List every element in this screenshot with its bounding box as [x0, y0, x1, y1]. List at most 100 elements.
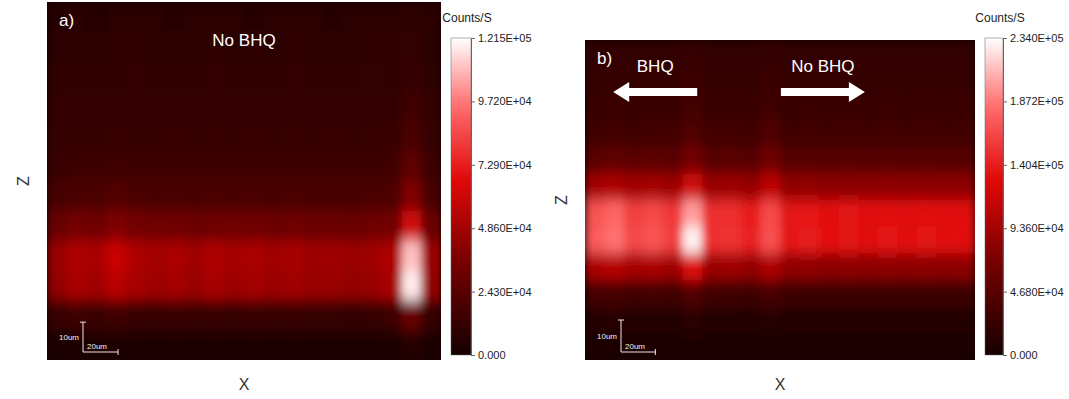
heatmap-cell: [722, 333, 742, 360]
colorbar-title: Counts/S: [975, 11, 1024, 25]
heatmap-cell: [683, 173, 703, 200]
heatmap-cell: [165, 181, 185, 211]
heatmap-cell: [741, 333, 761, 360]
heatmap-cell: [244, 211, 264, 241]
heatmap-cell: [878, 307, 898, 334]
heatmap-cell: [624, 227, 644, 254]
heatmap-cell: [839, 200, 859, 227]
heatmap-cell: [244, 2, 264, 32]
heatmap-cell: [897, 67, 917, 94]
heatmap-cell: [303, 32, 323, 62]
heatmap-cell: [761, 280, 781, 307]
heatmap-cell: [244, 271, 264, 301]
heatmap-cell: [303, 92, 323, 122]
heatmap-cell: [126, 92, 146, 122]
heatmap-cell: [264, 241, 284, 271]
colorbar-ramp: [985, 38, 1003, 355]
heatmap-cell: [67, 241, 87, 271]
heatmap-cell: [224, 330, 244, 360]
heatmap-cell: [86, 62, 106, 92]
heatmap-cell: [624, 120, 644, 147]
colorbar-tick-mark: [471, 228, 475, 229]
colorbar-tick-label: 0.000: [1010, 349, 1038, 361]
heatmap-cell: [67, 300, 87, 330]
heatmap-cell: [185, 330, 205, 360]
heatmap-cell: [644, 173, 664, 200]
heatmap-cell: [956, 93, 976, 120]
heatmap-cell: [165, 92, 185, 122]
heatmap-cell: [185, 241, 205, 271]
heatmap-cell: [185, 181, 205, 211]
heatmap-cell: [67, 181, 87, 211]
heatmap-cell: [303, 330, 323, 360]
heatmap-cell: [839, 173, 859, 200]
colorbar-tick: 2.430E+04: [471, 286, 532, 298]
colorbar-tick-mark: [1003, 165, 1007, 166]
heatmap-cell: [858, 307, 878, 334]
heatmap-cell: [956, 307, 976, 334]
heatmap-cell: [761, 93, 781, 120]
heatmap-cell: [47, 211, 67, 241]
heatmap-cell: [936, 40, 956, 67]
heatmap-cell: [303, 181, 323, 211]
heatmap-cell: [146, 330, 166, 360]
heatmap-cell: [800, 173, 820, 200]
heatmap-cell: [323, 241, 343, 271]
heatmap-cell: [819, 120, 839, 147]
heatmap-cell: [819, 147, 839, 174]
heatmap-cell: [126, 330, 146, 360]
heatmap-cell: [722, 173, 742, 200]
heatmap-cell: [956, 40, 976, 67]
heatmap-cell: [605, 147, 625, 174]
heatmap-cell: [917, 333, 937, 360]
heatmap-cell: [146, 211, 166, 241]
colorbar-tick-mark: [471, 355, 475, 356]
heatmap-cell: [858, 93, 878, 120]
heatmap-cell: [741, 307, 761, 334]
heatmap-cell: [800, 253, 820, 280]
heatmap-cell: [663, 333, 683, 360]
heatmap-cell: [165, 62, 185, 92]
heatmap-cell: [343, 92, 363, 122]
heatmap-cell: [86, 32, 106, 62]
heatmap-cell: [303, 2, 323, 32]
heatmap-cell: [362, 181, 382, 211]
heatmap-cell: [956, 67, 976, 94]
heatmap-cell: [382, 330, 402, 360]
heatmap-cell: [402, 300, 422, 330]
heatmap-cell: [106, 181, 126, 211]
heatmap-cell: [67, 271, 87, 301]
heatmap-cell: [722, 93, 742, 120]
heatmap-cell: [343, 32, 363, 62]
annotation-arrow: [613, 82, 697, 102]
heatmap-cell: [165, 2, 185, 32]
colorbar-axis-line: [1004, 39, 1008, 356]
colorbar-tick-label: 9.360E+04: [1010, 222, 1064, 234]
heatmap-cell: [67, 32, 87, 62]
heatmap-cell: [283, 181, 303, 211]
annotation: BHQ: [637, 57, 674, 76]
heatmap-cell: [702, 120, 722, 147]
panel: 10um20umb)BHQNo BHQXZCounts/S0.0004.680E…: [553, 11, 1064, 393]
heatmap-cell: [47, 271, 67, 301]
heatmap-cell: [205, 121, 225, 151]
heatmap-cell: [382, 151, 402, 181]
heatmap-cell: [421, 2, 441, 32]
heatmap-cell: [897, 200, 917, 227]
heatmap-cell: [264, 62, 284, 92]
heatmap-cell: [402, 62, 422, 92]
heatmap-cell: [283, 92, 303, 122]
colorbar: Counts/S0.0002.430E+044.860E+047.290E+04…: [442, 11, 531, 361]
heatmap-cell: [858, 40, 878, 67]
scale-bar: 10um20um: [597, 320, 655, 355]
heatmap-cell: [917, 200, 937, 227]
heatmap-cell: [605, 253, 625, 280]
heatmap-cell: [917, 173, 937, 200]
heatmap-cell: [323, 151, 343, 181]
heatmap-cell: [780, 200, 800, 227]
heatmap-cell: [897, 227, 917, 254]
heatmap-cell: [421, 241, 441, 271]
heatmap-cell: [936, 67, 956, 94]
heatmap-cell: [800, 227, 820, 254]
heatmap-cell: [663, 307, 683, 334]
